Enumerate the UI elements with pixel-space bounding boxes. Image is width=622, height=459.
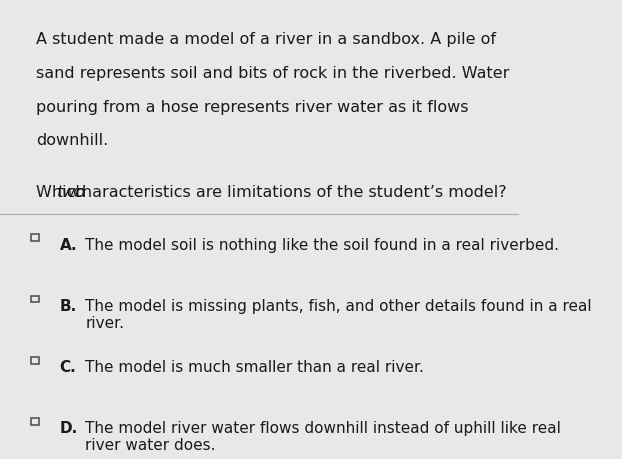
- Text: A student made a model of a river in a sandbox. A pile of: A student made a model of a river in a s…: [36, 32, 496, 46]
- Text: B.: B.: [60, 298, 77, 313]
- Text: D.: D.: [60, 420, 78, 435]
- Text: The model is much smaller than a real river.: The model is much smaller than a real ri…: [85, 359, 424, 374]
- Text: The model is missing plants, fish, and other details found in a real
river.: The model is missing plants, fish, and o…: [85, 298, 592, 330]
- Text: Which: Which: [36, 185, 91, 200]
- Text: sand represents soil and bits of rock in the riverbed. Water: sand represents soil and bits of rock in…: [36, 66, 509, 80]
- Text: A.: A.: [60, 237, 77, 252]
- Text: C.: C.: [60, 359, 77, 374]
- Text: The model river water flows downhill instead of uphill like real
river water doe: The model river water flows downhill ins…: [85, 420, 561, 452]
- Text: The model soil is nothing like the soil found in a real riverbed.: The model soil is nothing like the soil …: [85, 237, 559, 252]
- Text: pouring from a hose represents river water as it flows: pouring from a hose represents river wat…: [36, 99, 469, 114]
- Text: downhill.: downhill.: [36, 133, 108, 148]
- Text: two: two: [57, 185, 86, 200]
- Text: characteristics are limitations of the student’s model?: characteristics are limitations of the s…: [68, 185, 506, 200]
